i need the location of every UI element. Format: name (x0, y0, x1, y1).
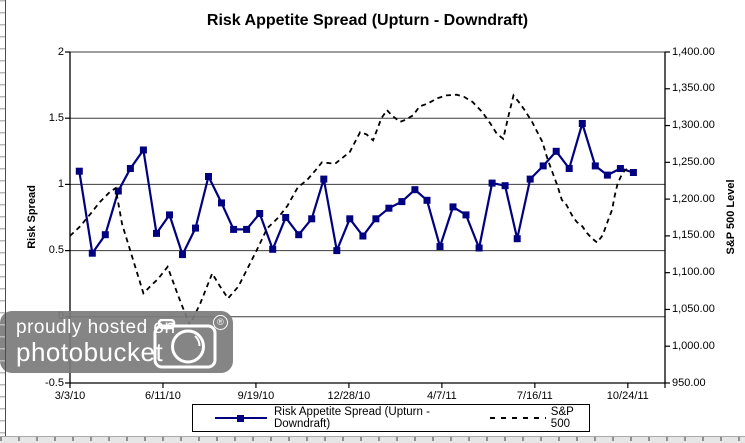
right-axis-title: S&P 500 Level (725, 179, 737, 255)
camera-icon (153, 318, 219, 374)
data-point-marker (333, 247, 341, 255)
legend-sp500-dash-sample (489, 416, 546, 420)
right-axis-tick-label: 1,400.00 (672, 45, 715, 58)
right-axis-tick-label: 1,350.00 (672, 82, 715, 95)
watermark-line2: photobucket (16, 337, 164, 367)
data-point-marker (552, 147, 560, 155)
data-point-marker (320, 175, 328, 183)
data-point-marker (359, 232, 367, 240)
data-point-marker (578, 120, 586, 127)
data-point-marker (88, 249, 96, 257)
data-point-marker (436, 243, 444, 251)
adjacent-chart-axis-sliver (0, 0, 6, 436)
data-point-marker (591, 162, 599, 170)
data-point-marker (629, 169, 637, 176)
data-point-marker (603, 171, 611, 179)
data-point-marker (346, 215, 354, 223)
data-point-marker (153, 229, 160, 237)
x-axis-tick-label: 3/3/10 (54, 390, 86, 402)
data-point-marker (526, 175, 534, 183)
data-point-marker (539, 162, 547, 170)
data-point-marker (75, 167, 83, 175)
data-point-marker (230, 225, 238, 233)
data-point-marker (449, 203, 457, 211)
sp500-line (69, 93, 628, 328)
left-axis-tick-label: 1.5 (48, 111, 64, 124)
data-point-marker (616, 165, 624, 172)
data-point-marker (218, 199, 225, 207)
data-point-marker (411, 186, 419, 194)
data-point-marker (126, 165, 134, 172)
data-point-marker (488, 179, 496, 187)
data-point-marker (114, 187, 122, 195)
bottom-ruler-strip (0, 436, 745, 443)
left-axis-tick-label: 0.5 (48, 244, 64, 257)
registered-trademark-icon: ® (213, 315, 228, 330)
legend-item-sp500: S&P 500 (550, 406, 574, 430)
legend: Risk Appetite Spread (Upturn - Downdraft… (192, 404, 590, 432)
x-axis-tick-label: 4/7/11 (426, 390, 457, 402)
data-point-marker (139, 146, 147, 154)
right-axis-tick-label: 1,000.00 (672, 339, 715, 352)
data-point-marker (295, 231, 303, 239)
left-axis-tick-label: -0.5 (45, 376, 64, 389)
data-point-marker (423, 196, 431, 204)
data-point-marker (269, 245, 277, 253)
data-point-marker (179, 251, 186, 259)
right-axis-tick-label: 1,250.00 (672, 155, 715, 168)
x-axis-tick-label: 9/19/10 (237, 390, 275, 402)
square-marker-icon (236, 414, 244, 422)
data-point-marker (501, 182, 509, 190)
right-axis-tick-label: 1,200.00 (672, 192, 715, 205)
data-point-marker (243, 225, 251, 233)
x-axis-tick-label: 7/16/11 (516, 390, 553, 402)
left-axis-tick-label: 1 (57, 177, 64, 190)
data-point-marker (101, 231, 109, 239)
right-axis-tick-label: 1,050.00 (672, 302, 715, 315)
data-point-marker (398, 198, 406, 206)
data-point-marker (205, 173, 212, 180)
right-axis-tick-label: 1,300.00 (672, 119, 715, 132)
photobucket-watermark: proudly hosted on photobucket ® (0, 311, 233, 373)
data-point-marker (372, 215, 380, 223)
right-axis-tick-label: 1,150.00 (672, 229, 715, 242)
data-point-marker (308, 215, 316, 223)
data-point-marker (166, 211, 173, 219)
legend-item-risk-spread: Risk Appetite Spread (Upturn - Downdraft… (273, 406, 430, 430)
data-point-marker (565, 165, 573, 172)
chart-title: Risk Appetite Spread (Upturn - Downdraft… (206, 12, 529, 29)
right-axis-tick-label: 950.00 (672, 376, 706, 389)
data-point-marker (462, 211, 470, 219)
right-axis-tick-label: 1,100.00 (672, 266, 715, 279)
data-point-marker (513, 235, 521, 243)
x-axis-tick-label: 12/28/10 (327, 390, 371, 402)
left-axis-title: Risk Spread (26, 185, 38, 249)
watermark-text: proudly hosted on photobucket (16, 318, 176, 365)
left-axis-tick-label: 2 (57, 45, 64, 58)
x-axis-tick-label: 6/11/10 (145, 390, 181, 402)
data-point-marker (475, 244, 483, 252)
data-point-marker (192, 224, 199, 232)
data-point-marker (282, 214, 290, 221)
data-point-marker (256, 210, 264, 217)
x-axis-tick-label: 10/24/11 (606, 390, 649, 402)
legend-risk-line-sample (214, 414, 267, 423)
data-point-marker (385, 204, 393, 212)
watermark-line1: proudly hosted on (16, 317, 176, 338)
risk-spread-line (78, 122, 634, 256)
